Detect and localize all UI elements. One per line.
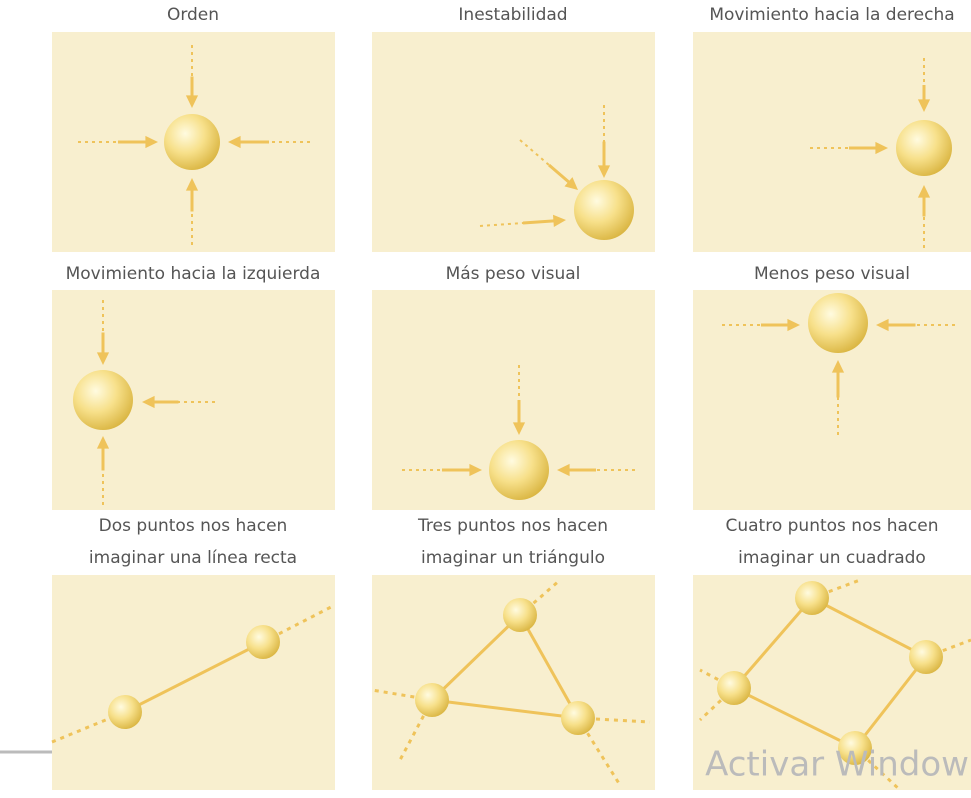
ball: [909, 640, 943, 674]
ball: [164, 114, 220, 170]
ball: [561, 701, 595, 735]
ball: [415, 683, 449, 717]
ball: [489, 440, 549, 500]
ball: [808, 293, 868, 353]
ball: [896, 120, 952, 176]
ball: [108, 695, 142, 729]
ball: [574, 180, 634, 240]
ball: [503, 598, 537, 632]
panel-label: Más peso visual: [446, 264, 581, 284]
panel-label: Dos puntos nos hacen: [99, 516, 288, 536]
ball: [795, 581, 829, 615]
panel-label: imaginar un cuadrado: [738, 548, 926, 568]
ball: [246, 625, 280, 659]
panel-label: Tres puntos nos hacen: [417, 516, 608, 536]
panel: [52, 575, 335, 790]
panel-label: imaginar una línea recta: [89, 548, 297, 568]
panel-label: Orden: [167, 5, 219, 25]
panel-label: imaginar un triángulo: [421, 548, 605, 568]
panel-label: Cuatro puntos nos hacen: [725, 516, 938, 536]
panel-label: Movimiento hacia la izquierda: [66, 264, 321, 284]
watermark: Activar Window: [705, 745, 969, 785]
panel-label: Inestabilidad: [458, 5, 567, 25]
ball: [73, 370, 133, 430]
page: Orden Inestabilidad Movimiento hacia la …: [0, 0, 971, 794]
panel-label: Menos peso visual: [754, 264, 910, 284]
panel-label: Movimiento hacia la derecha: [709, 5, 954, 25]
ball: [717, 671, 751, 705]
diagram: Orden Inestabilidad Movimiento hacia la …: [0, 0, 971, 794]
